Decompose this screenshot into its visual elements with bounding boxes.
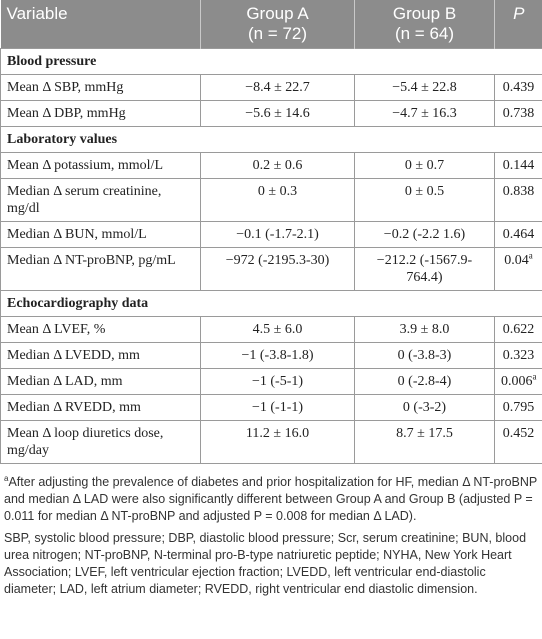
header-group-b-title: Group B [392, 4, 457, 23]
footnote-a-text: After adjusting the prevalence of diabet… [4, 475, 537, 524]
group-b-value: 8.7 ± 17.5 [354, 420, 495, 464]
header-p: P [494, 0, 542, 49]
table-row: Median Δ LAD, mm −1 (-5-1) 0 (-2.8-4) 0.006… [0, 368, 542, 395]
p-value-text: 0.04 [504, 253, 529, 268]
p-value: 0.452 [494, 420, 542, 464]
p-value-text: 0.144 [502, 158, 535, 173]
p-value: 0.323 [494, 342, 542, 369]
group-b-value: 0 ± 0.5 [354, 178, 495, 222]
header-group-b: Group B (n = 64) [354, 0, 495, 49]
group-b-value: 0 (-3-2) [354, 394, 495, 421]
group-a-value: −972 (-2195.3-30) [200, 247, 355, 291]
p-value: 0.622 [494, 316, 542, 343]
footnotes: aAfter adjusting the prevalence of diabe… [0, 464, 542, 598]
table-header: Variable Group A (n = 72) Group B (n = 6… [0, 0, 542, 49]
row-label: Median Δ LVEDD, mm [0, 342, 201, 369]
p-value-text: 0.452 [502, 426, 535, 441]
p-value: 0.439 [494, 74, 542, 101]
table-row: Median Δ BUN, mmol/L −0.1 (-1.7-2.1) −0.2 … [0, 221, 542, 248]
p-value: 0.838 [494, 178, 542, 222]
group-b-value: −4.7 ± 16.3 [354, 100, 495, 127]
group-a-value: 4.5 ± 6.0 [200, 316, 355, 343]
p-value-text: 0.323 [502, 348, 535, 363]
header-group-a-n: (n = 72) [247, 24, 308, 43]
header-variable: Variable [0, 0, 201, 49]
table-row: Mean Δ loop diuretics dose, mg/day 11.2 ±… [0, 420, 542, 464]
header-group-a-title: Group A [246, 4, 309, 23]
group-a-value: −1 (-1-1) [200, 394, 355, 421]
row-label: Mean Δ SBP, mmHg [0, 74, 201, 101]
abbreviations-note: SBP, systolic blood pressure; DBP, diast… [4, 531, 527, 597]
section-row: Laboratory values [0, 126, 542, 153]
table-row: Mean Δ LVEF, % 4.5 ± 6.0 3.9 ± 8.0 0.622 [0, 316, 542, 343]
p-value: 0.006a [494, 368, 542, 395]
header-group-a: Group A (n = 72) [200, 0, 355, 49]
p-value-text: 0.006 [501, 374, 533, 389]
row-label: Mean Δ LVEF, % [0, 316, 201, 343]
section-row: Echocardiography data [0, 290, 542, 317]
section-title: Laboratory values [0, 126, 542, 153]
p-value-footnote-marker: a [532, 371, 537, 382]
group-a-value: 0.2 ± 0.6 [200, 152, 355, 179]
group-a-value: −8.4 ± 22.7 [200, 74, 355, 101]
row-label: Median Δ LAD, mm [0, 368, 201, 395]
p-value-text: 0.439 [502, 80, 535, 95]
row-label: Median Δ RVEDD, mm [0, 394, 201, 421]
header-p-label: P [513, 4, 525, 23]
group-b-value: 0 (-3.8-3) [354, 342, 495, 369]
footnote-a-marker: a [4, 474, 9, 483]
row-label: Median Δ NT-proBNP, pg/mL [0, 247, 201, 291]
row-label: Mean Δ loop diuretics dose, mg/day [0, 420, 201, 464]
table-row: Median Δ RVEDD, mm −1 (-1-1) 0 (-3-2) 0.795 [0, 394, 542, 421]
p-value-text: 0.738 [502, 106, 535, 121]
group-a-value: 0 ± 0.3 [200, 178, 355, 222]
p-value-text: 0.838 [502, 184, 535, 199]
row-label: Median Δ serum creatinine, mg/dl [0, 178, 201, 222]
table-row: Median Δ serum creatinine, mg/dl 0 ± 0.3 0… [0, 178, 542, 222]
group-b-value: 3.9 ± 8.0 [354, 316, 495, 343]
group-a-value: −1 (-5-1) [200, 368, 355, 395]
section-row: Blood pressure [0, 48, 542, 75]
p-value: 0.144 [494, 152, 542, 179]
row-label: Mean Δ potassium, mmol/L [0, 152, 201, 179]
p-value-text: 0.622 [502, 322, 535, 337]
section-title: Echocardiography data [0, 290, 542, 317]
table-row: Median Δ LVEDD, mm −1 (-3.8-1.8) 0 (-3.8-3… [0, 342, 542, 369]
group-a-value: −0.1 (-1.7-2.1) [200, 221, 355, 248]
results-table: Variable Group A (n = 72) Group B (n = 6… [0, 0, 542, 464]
p-value-text: 0.464 [502, 227, 535, 242]
table-container: Variable Group A (n = 72) Group B (n = 6… [0, 0, 542, 598]
p-value-text: 0.795 [502, 400, 535, 415]
row-label: Mean Δ DBP, mmHg [0, 100, 201, 127]
group-a-value: 11.2 ± 16.0 [200, 420, 355, 464]
footnote-a: aAfter adjusting the prevalence of diabe… [4, 470, 538, 525]
group-b-value: −5.4 ± 22.8 [354, 74, 495, 101]
table-row: Mean Δ DBP, mmHg −5.6 ± 14.6 −4.7 ± 16.3 0.… [0, 100, 542, 127]
p-value: 0.795 [494, 394, 542, 421]
group-b-value: −0.2 (-2.2 1.6) [354, 221, 495, 248]
table-row: Median Δ NT-proBNP, pg/mL −972 (-2195.3-3… [0, 247, 542, 291]
table-body: Blood pressure Mean Δ SBP, mmHg −8.4 ± 22.… [0, 48, 542, 464]
group-b-value: 0 (-2.8-4) [354, 368, 495, 395]
p-value: 0.464 [494, 221, 542, 248]
group-b-value: 0 ± 0.7 [354, 152, 495, 179]
group-a-value: −5.6 ± 14.6 [200, 100, 355, 127]
row-label: Median Δ BUN, mmol/L [0, 221, 201, 248]
table-row: Mean Δ potassium, mmol/L 0.2 ± 0.6 0 ± 0.7… [0, 152, 542, 179]
p-value-footnote-marker: a [528, 250, 533, 261]
p-value: 0.738 [494, 100, 542, 127]
group-b-value: −212.2 (-1567.9-764.4) [354, 247, 495, 291]
section-title: Blood pressure [0, 48, 542, 75]
table-row: Mean Δ SBP, mmHg −8.4 ± 22.7 −5.4 ± 22.8 0.… [0, 74, 542, 101]
group-a-value: −1 (-3.8-1.8) [200, 342, 355, 369]
header-group-b-n: (n = 64) [394, 24, 455, 43]
p-value: 0.04a [494, 247, 542, 291]
